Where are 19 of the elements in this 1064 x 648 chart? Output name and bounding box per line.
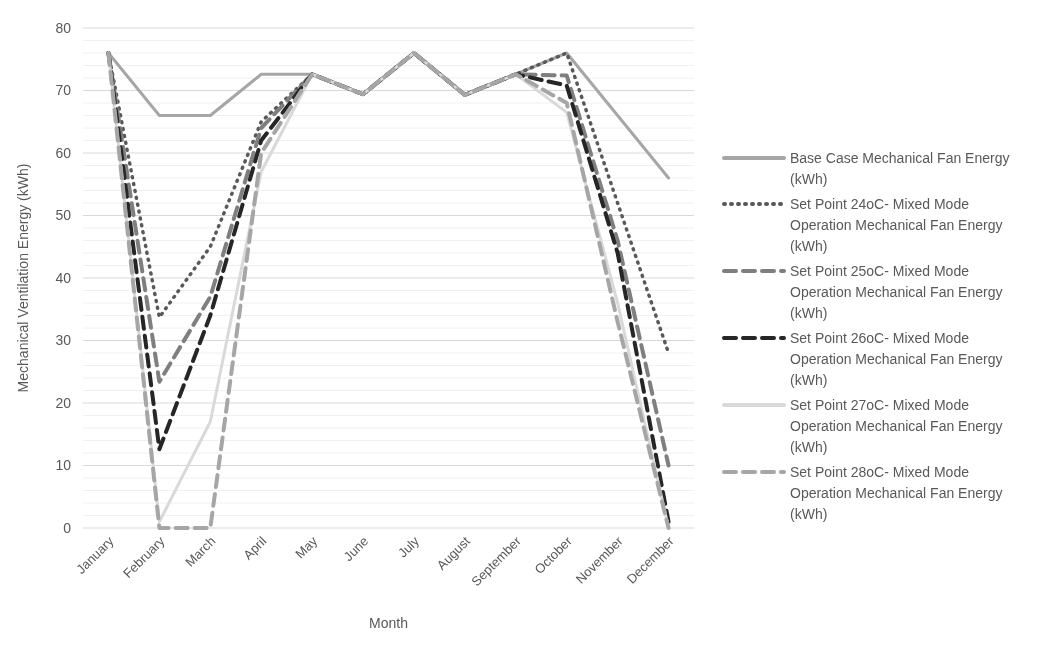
y-tick-label: 0 <box>63 519 72 536</box>
y-tick-label: 20 <box>55 394 72 411</box>
y-tick-label: 70 <box>55 82 72 99</box>
x-axis-title: Month <box>369 615 408 631</box>
legend-label: Set Point 27oC- Mixed Mode Operation Mechanical Fan Energy (kWh) <box>790 397 1003 455</box>
y-tick-label: 30 <box>55 332 72 349</box>
x-tick-label: May <box>292 533 321 562</box>
legend-label: Set Point 26oC- Mixed Mode Operation Mechanical Fan Energy (kWh) <box>790 330 1003 388</box>
legend-label: Set Point 24oC- Mixed Mode Operation Mechanical Fan Energy (kWh) <box>790 196 1003 254</box>
y-tick-label: 10 <box>55 457 72 474</box>
y-tick-label: 60 <box>55 144 72 161</box>
y-axis-title: Mechanical Ventilation Energy (kWh) <box>15 163 31 393</box>
legend-label: Set Point 28oC- Mixed Mode Operation Mechanical Fan Energy (kWh) <box>790 464 1003 522</box>
x-tick-label: July <box>395 533 423 561</box>
legend-label: Set Point 25oC- Mixed Mode Operation Mechanical Fan Energy (kWh) <box>790 263 1003 321</box>
y-tick-label: 50 <box>55 207 72 224</box>
y-tick-label: 40 <box>55 269 72 286</box>
y-tick-label: 80 <box>55 19 72 36</box>
legend-label: Base Case Mechanical Fan Energy (kWh) <box>790 150 1010 187</box>
